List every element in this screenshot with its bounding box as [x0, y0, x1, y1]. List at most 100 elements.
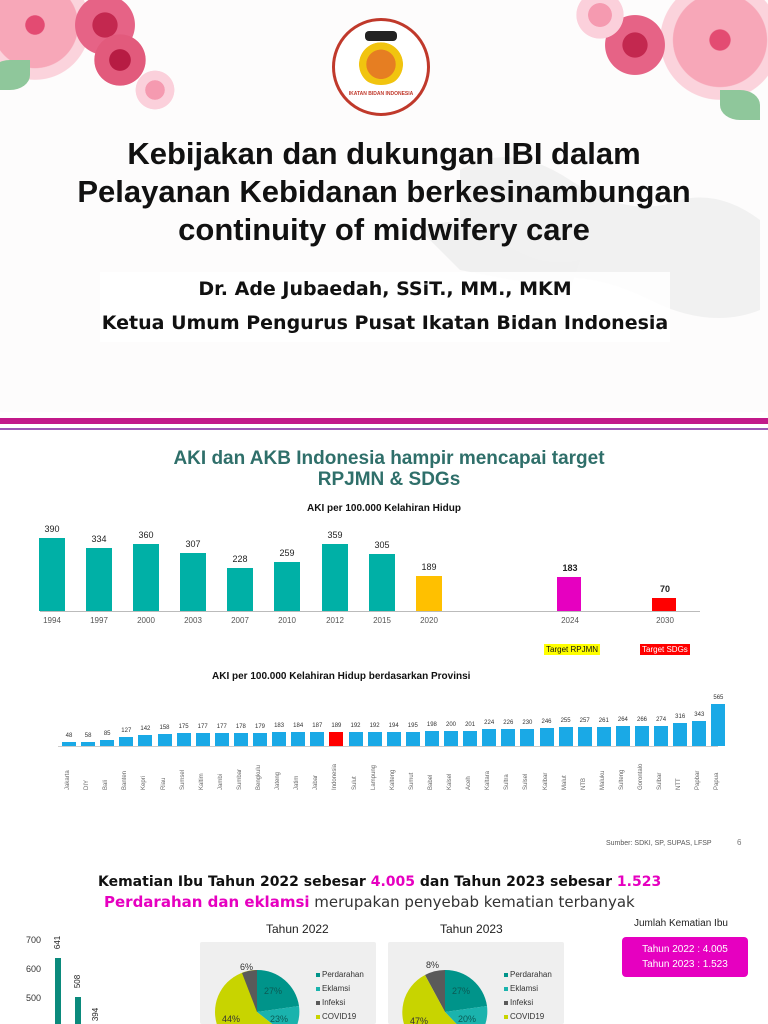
legend-item-infeksi: Infeksi — [316, 998, 345, 1007]
chart3-tick-label: 500 — [26, 993, 42, 1003]
chart2-bar-sulut — [348, 731, 363, 746]
chart3-value-label: 508 — [73, 974, 83, 988]
pie1-title: Tahun 2022 — [266, 922, 329, 936]
chart2-tick-label: Bali — [103, 779, 110, 790]
legend-label: Perdarahan — [322, 970, 364, 979]
chart2-bar-kaltara — [482, 729, 497, 746]
chart1-bar-2015 — [369, 553, 395, 611]
chart2-value-label: 266 — [636, 717, 647, 724]
chart1-bar-1994 — [39, 537, 65, 611]
pie2-title: Tahun 2023 — [440, 922, 503, 936]
chart2-tick-label: Jakarta — [65, 770, 71, 790]
chart1-tick-label: 2000 — [137, 616, 155, 625]
chart2-tick-label: Aceh — [466, 776, 473, 790]
legend-label: Infeksi — [510, 998, 534, 1007]
chart2-tick-label: Kepri — [141, 775, 148, 790]
chart2-value-label: 246 — [541, 718, 552, 725]
chart3-tick-label: 600 — [26, 964, 42, 974]
presenter-position: Ketua Umum Pengurus Pusat Ikatan Bidan I… — [100, 306, 670, 342]
subheading-highlight: Perdarahan dan eklamsi — [104, 893, 310, 911]
chart2-tick-label: Papbar — [695, 770, 702, 790]
chart2-tick-label: Malut — [561, 775, 568, 790]
chart2-bar-banten — [119, 736, 134, 746]
chart1-tick-label: 2020 — [420, 616, 438, 625]
chart2-value-label: 565 — [713, 695, 724, 701]
chart2-value-label: 200 — [445, 722, 456, 729]
chart2-value-label: 187 — [312, 723, 323, 730]
chart1-value-label: 334 — [91, 534, 107, 545]
chart2-value-label: 194 — [388, 722, 399, 729]
slide2-title-line-2: RPJMN & SDGs — [317, 469, 461, 490]
jumlah-label: Jumlah Kematian Ibu — [634, 918, 728, 929]
chart2-tick-label: Kalbar — [542, 772, 549, 790]
pie2-slice-infeksi — [425, 969, 445, 1012]
slide3-subheading: Perdarahan dan eklamsi merupakan penyeba… — [104, 893, 635, 911]
chart2-value-label: 183 — [274, 723, 285, 730]
pie2-slice-covid — [402, 975, 457, 1024]
chart2-tick-label: Jateng — [275, 771, 282, 790]
chart2-tick-label: Bengkulu — [256, 764, 262, 790]
chart2-baseline — [58, 746, 718, 747]
chart1-tick-label: 1997 — [90, 616, 108, 625]
legend-swatch — [504, 1000, 508, 1005]
pie1-slice-perdarahan — [257, 969, 299, 1012]
separator-bar — [0, 418, 768, 424]
chart2-bar-papbar — [692, 720, 707, 746]
total-2023: Tahun 2023 : 1.523 — [642, 959, 728, 970]
chart2-bar-ntt — [673, 722, 688, 746]
chart2-bar-kepri — [138, 735, 153, 746]
chart1-tick-label: 2030 — [656, 616, 674, 625]
chart2-tick-label: Papua — [714, 772, 721, 790]
pie1-slice-covid-b — [215, 1012, 273, 1024]
legend-label: Eklamsi — [322, 984, 351, 993]
pie1-svg: 6% 27% 23% 44% — [215, 962, 300, 1024]
chart2-bar-lampung — [367, 731, 382, 746]
chart2-tick-label: Sulbar — [657, 772, 664, 790]
chart1-bar-2024 — [557, 576, 581, 611]
total-2022: Tahun 2022 : 4.005 — [642, 944, 728, 955]
pie2-slice-eklamsi — [445, 1006, 488, 1024]
chart2-bar-malut — [558, 727, 573, 746]
legend-item-infeksi: Infeksi — [504, 998, 533, 1007]
chart2-bar-maluku — [596, 726, 611, 746]
chart2-tick-label: Sulteng — [618, 769, 625, 790]
chart1-baseline — [40, 611, 700, 612]
chart1-value-label: 360 — [138, 529, 154, 540]
chart2-tick-label: Babel — [427, 774, 434, 790]
chart1-tick-label: 2012 — [326, 616, 344, 625]
chart2-bar-bengkulu — [253, 732, 267, 746]
chart1-tick-label: 2024 — [561, 616, 579, 625]
chart2-tick-label: Sulut — [351, 776, 358, 790]
chart2-value-label: 224 — [484, 720, 495, 727]
chart1-bar-2000 — [133, 543, 159, 611]
legend-swatch — [504, 1014, 508, 1019]
chart2-tick-label: Lampung — [370, 764, 377, 790]
pie1-label-27: 27% — [264, 986, 282, 996]
chart2-bar-babel — [424, 731, 439, 746]
pie1-slice-eklamsi — [257, 1006, 300, 1024]
title-line-2: Pelayanan Kebidanan berkesinambungan — [77, 174, 691, 209]
chart2-bar-kalsel — [444, 731, 458, 746]
heading-value-2023: 1.523 — [616, 874, 662, 890]
chart2-bar-papua — [711, 704, 726, 746]
chart3-bar — [75, 996, 81, 1024]
chart2-tick-label: Jatim — [294, 775, 301, 790]
chart1-tick-label: 1994 — [43, 616, 61, 625]
chart1-bar-1997 — [86, 548, 112, 611]
chart2-bar-riau — [157, 734, 172, 746]
chart2-bar-sumut — [405, 731, 420, 746]
chart2-tick-label: Kalsel — [447, 773, 453, 790]
presenter-name: Dr. Ade Jubaedah, SSiT., MM., MKM — [100, 272, 670, 306]
chart1-value-label: 390 — [44, 523, 60, 534]
pie1-label-44: 44% — [222, 1014, 240, 1024]
ibi-logo: IKATAN BIDAN INDONESIA — [332, 18, 430, 116]
chart2-value-label: 198 — [426, 722, 437, 729]
legend-label: Perdarahan — [510, 970, 552, 979]
chart2-value-label: 230 — [522, 719, 533, 726]
chart2-value-label: 179 — [254, 723, 265, 730]
page-number: 6 — [737, 838, 742, 847]
chart2-value-label: 142 — [140, 726, 151, 733]
chart2-value-label: 226 — [503, 720, 514, 727]
chart1-value-label: 228 — [232, 554, 248, 565]
legend-swatch — [316, 972, 320, 977]
